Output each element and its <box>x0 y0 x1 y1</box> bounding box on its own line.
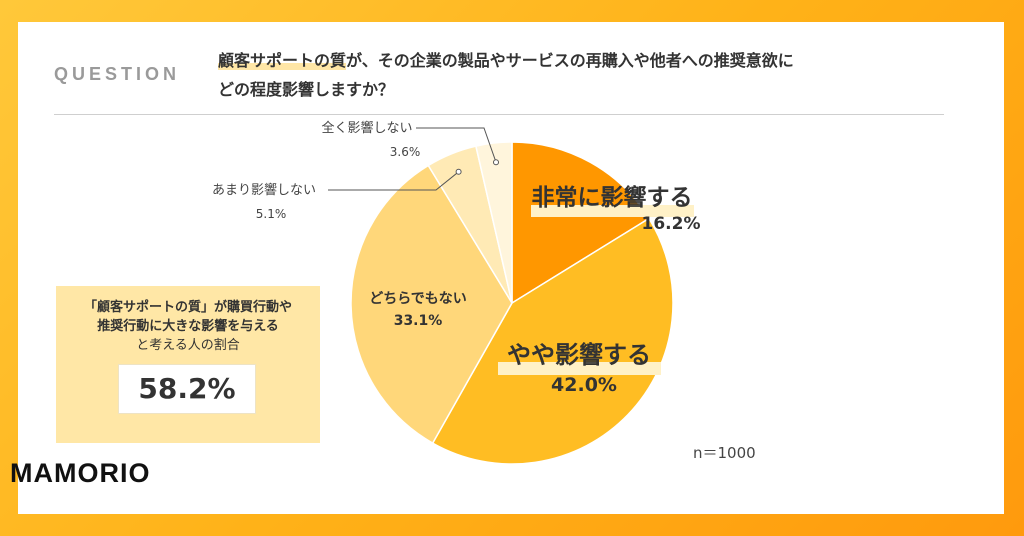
category-label-1: 非常に影響する <box>532 184 693 211</box>
summary-line1: 「顧客サポートの質」が購買行動や <box>83 300 292 315</box>
divider <box>54 114 944 115</box>
highlight-slice-1 <box>531 205 694 217</box>
summary-value: 58.2% <box>118 364 256 414</box>
question-line1-rest: が、その企業の製品やサービスの再購入や他者への推奨意欲に <box>346 51 794 70</box>
summary-line2: 推奨行動に大きな影響を与える <box>97 319 279 334</box>
highlight-slice-2 <box>498 362 661 375</box>
chart-card: QUESTION 顧客サポートの質が、その企業の製品やサービスの再購入や他者への… <box>18 22 1004 514</box>
leader-dot-5 <box>493 159 499 166</box>
summary-line3: と考える人の割合 <box>136 338 240 353</box>
question-line2: どの程度影響しますか？ <box>218 80 395 99</box>
value-label-2: 42.0% <box>551 374 617 396</box>
category-label-4: あまり影響しない <box>212 182 316 198</box>
summary-title: 「顧客サポートの質」が購買行動や 推奨行動に大きな影響を与える と考える人の割合 <box>56 298 320 355</box>
category-label-5: 全く影響しない <box>321 120 412 136</box>
brand-logo: MAMORIO <box>10 458 151 488</box>
summary-box: 「顧客サポートの質」が購買行動や 推奨行動に大きな影響を与える と考える人の割合… <box>56 286 320 443</box>
value-label-5: 3.6% <box>390 145 421 159</box>
pie-slice-2 <box>431 217 674 465</box>
category-label-3: どちらでもない <box>369 291 467 307</box>
leader-line-5 <box>416 127 497 163</box>
leader-line-4 <box>328 171 459 191</box>
leader-dot-4 <box>455 168 462 175</box>
pie-chart: 非常に影響する 16.2% やや影響する 42.0% どちらでもない 33.1% あまり影響… <box>212 120 701 465</box>
value-label-3: 33.1% <box>394 313 443 329</box>
question-text: 顧客サポートの質が、その企業の製品やサービスの再購入や他者への推奨意欲に どの程… <box>218 46 938 104</box>
question-highlight: 顧客サポートの質 <box>218 51 347 70</box>
pie-slice-3 <box>350 164 513 445</box>
value-label-1: 16.2% <box>642 214 701 234</box>
sample-size: n＝1000 <box>693 444 756 462</box>
category-label-2: やや影響する <box>507 341 651 369</box>
value-label-4: 5.1% <box>256 207 287 221</box>
question-label: QUESTION <box>54 64 181 84</box>
pie-slice-5 <box>474 141 513 304</box>
